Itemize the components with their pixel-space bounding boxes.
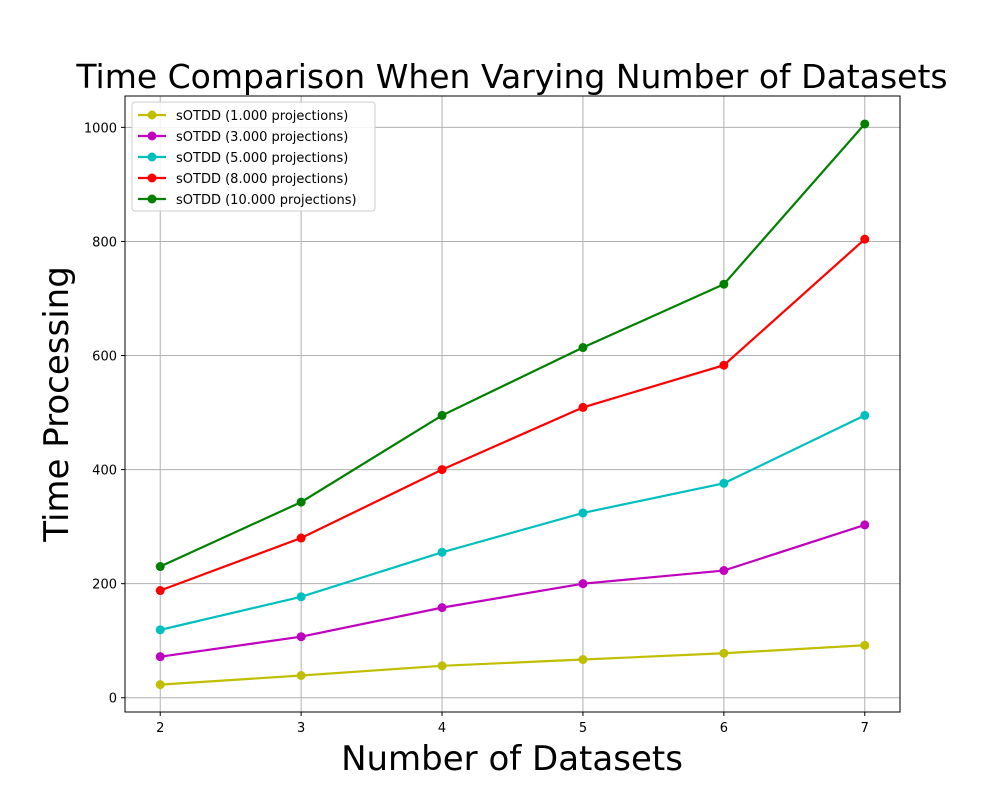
data-point (296, 497, 306, 507)
data-point (860, 640, 870, 650)
y-tick-label: 200 (92, 578, 117, 593)
data-point (860, 119, 870, 129)
legend-swatch-marker (147, 194, 157, 204)
data-point (578, 343, 588, 353)
data-point (155, 680, 165, 690)
y-tick-label: 400 (92, 464, 117, 479)
data-point (719, 648, 729, 658)
data-point (578, 655, 588, 665)
data-point (155, 586, 165, 596)
data-point (860, 520, 870, 530)
legend-label: sOTDD (3.000 projections) (176, 130, 348, 145)
legend-swatch-marker (147, 152, 157, 162)
data-point (437, 661, 447, 671)
x-axis-label: Number of Datasets (341, 739, 683, 779)
data-point (719, 566, 729, 576)
data-point (860, 410, 870, 420)
chart-title: Time Comparison When Varying Number of D… (75, 57, 947, 96)
x-axis-ticks: 2 3 4 5 6 7 (156, 712, 869, 736)
data-point (296, 592, 306, 602)
data-point (296, 533, 306, 543)
legend-label: sOTDD (8.000 projections) (176, 172, 348, 187)
y-tick-label: 800 (92, 235, 117, 250)
data-point (719, 279, 729, 289)
y-axis-ticks: 0 200 400 600 800 1000 (84, 121, 125, 707)
legend-box (131, 101, 376, 212)
legend-label: sOTDD (5.000 projections) (176, 151, 348, 166)
legend-swatch-marker (147, 110, 157, 120)
series-line (159, 123, 866, 568)
legend-label: sOTDD (1.000 projections) (176, 109, 348, 124)
series-5 (155, 119, 870, 572)
series-group (155, 119, 870, 690)
y-tick-label: 0 (109, 692, 117, 707)
x-tick-label: 6 (720, 721, 728, 736)
series-2 (155, 520, 870, 662)
data-point (155, 625, 165, 635)
legend-swatch-marker (147, 173, 157, 183)
x-tick-label: 3 (297, 721, 305, 736)
series-line (159, 238, 866, 592)
x-tick-label: 2 (156, 721, 164, 736)
legend: sOTDD (1.000 projections) sOTDD (3.000 pr… (131, 101, 376, 212)
x-tick-label: 7 (861, 721, 869, 736)
data-point (719, 478, 729, 488)
series-line (160, 644, 865, 686)
legend-item: sOTDD (10.000 projections) (138, 193, 357, 208)
data-point (437, 465, 447, 475)
x-tick-label: 5 (579, 721, 587, 736)
legend-item: sOTDD (3.000 projections) (138, 130, 348, 145)
data-point (437, 410, 447, 420)
series-4 (155, 234, 870, 596)
y-axis-label: Time Processing (37, 266, 77, 543)
plot-frame (124, 95, 901, 713)
legend-item: sOTDD (5.000 projections) (138, 151, 348, 166)
data-point (578, 508, 588, 518)
data-point (578, 402, 588, 412)
data-point (296, 632, 306, 642)
series-line (160, 523, 866, 658)
data-point (860, 234, 870, 244)
legend-item: sOTDD (1.000 projections) (138, 109, 348, 124)
x-tick-label: 4 (438, 721, 446, 736)
series-3 (155, 410, 870, 635)
legend-item: sOTDD (8.000 projections) (138, 172, 348, 187)
data-point (155, 562, 165, 572)
data-point (155, 652, 165, 662)
series-1 (155, 640, 870, 690)
data-point (437, 547, 447, 557)
data-point (296, 670, 306, 680)
data-point (578, 579, 588, 589)
data-point (437, 603, 447, 613)
series-line (159, 414, 866, 631)
data-point (719, 360, 729, 370)
legend-label: sOTDD (10.000 projections) (176, 193, 357, 208)
legend-swatch-marker (147, 131, 157, 141)
y-tick-label: 1000 (84, 121, 117, 136)
y-tick-label: 600 (92, 350, 117, 365)
